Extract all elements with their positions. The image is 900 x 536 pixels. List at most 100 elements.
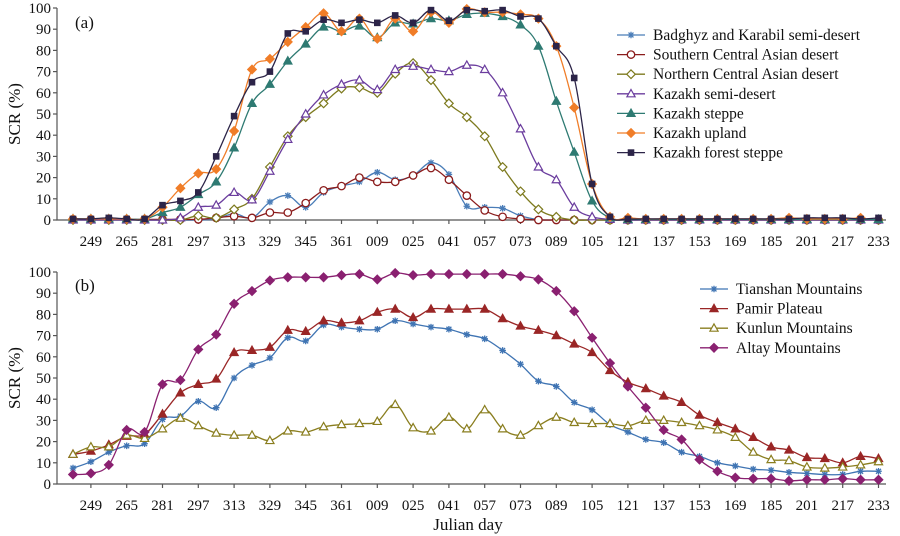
legend-entry: Southern Central Asian desert — [617, 47, 839, 64]
data-point — [356, 325, 363, 333]
data-point — [69, 215, 77, 223]
data-point — [139, 426, 150, 438]
data-point — [408, 171, 418, 180]
y-tick-label: 60 — [36, 86, 51, 102]
data-point — [461, 59, 472, 69]
data-point — [461, 303, 472, 313]
legend-entry: Kazakh upland — [617, 125, 747, 142]
data-point — [228, 125, 240, 137]
x-tick-label: 281 — [151, 498, 174, 514]
data-point — [785, 215, 793, 223]
data-point — [159, 416, 166, 423]
x-tick-label: 361 — [330, 498, 353, 514]
y-tick-label: 80 — [36, 43, 51, 59]
data-point — [85, 468, 97, 479]
data-point — [821, 471, 829, 478]
data-point — [569, 214, 580, 226]
legend-entry: Altay Mountains — [700, 340, 841, 357]
legend-label: Kunlun Mountains — [736, 320, 853, 337]
data-point — [712, 424, 723, 434]
data-point — [443, 303, 455, 313]
x-tick-label: 233 — [867, 498, 890, 514]
data-point — [857, 467, 864, 475]
data-point — [730, 472, 741, 483]
x-tick-label: 009 — [366, 234, 389, 250]
data-point — [551, 411, 562, 421]
data-point — [694, 409, 705, 419]
data-point — [300, 108, 311, 118]
data-point — [642, 215, 650, 223]
data-point — [479, 131, 490, 142]
x-tick-label: 329 — [259, 234, 282, 250]
series-kazakh-forest-steppe — [69, 6, 882, 223]
data-point — [336, 270, 347, 281]
data-point — [319, 185, 328, 195]
x-tick-label: 041 — [438, 234, 461, 250]
legend-marker — [625, 88, 637, 98]
data-point — [622, 420, 634, 430]
x-tick-label: 313 — [223, 498, 246, 514]
data-point — [247, 213, 257, 223]
data-point — [300, 272, 311, 283]
data-point — [873, 456, 884, 466]
data-point — [463, 331, 471, 338]
data-point — [803, 470, 811, 477]
data-point — [837, 473, 848, 484]
data-point — [606, 213, 614, 221]
x-tick-label: 185 — [760, 234, 783, 250]
data-point — [443, 66, 455, 76]
series-altay-mountains — [67, 267, 884, 486]
data-point — [407, 422, 419, 432]
data-point — [497, 268, 508, 280]
data-point — [479, 63, 490, 74]
data-point — [87, 215, 95, 223]
data-point — [354, 74, 365, 84]
data-point — [87, 458, 95, 466]
data-point — [570, 399, 578, 406]
data-point — [658, 424, 669, 436]
legend-label: Altay Mountains — [736, 340, 841, 357]
data-point — [694, 454, 705, 465]
data-point — [211, 373, 222, 383]
data-point — [765, 441, 777, 451]
x-tick-label: 201 — [796, 234, 819, 250]
data-point — [515, 429, 526, 439]
legend-label: Kazakh upland — [653, 125, 747, 142]
x-tick-label: 105 — [581, 234, 604, 250]
x-tick-label: 297 — [187, 498, 210, 514]
data-point — [407, 26, 419, 37]
data-point — [480, 206, 490, 215]
x-tick-label: 041 — [438, 498, 461, 514]
series-line — [72, 307, 879, 464]
data-point — [193, 210, 204, 221]
data-point — [103, 441, 114, 451]
series-line — [72, 272, 879, 482]
data-point — [193, 201, 204, 211]
data-point — [586, 347, 598, 357]
data-point — [391, 12, 399, 19]
data-point — [390, 267, 401, 279]
data-point — [586, 332, 598, 343]
data-point — [696, 215, 703, 223]
data-point — [551, 330, 562, 340]
data-point — [139, 432, 150, 443]
y-tick-label: 70 — [36, 329, 51, 345]
data-point — [318, 272, 329, 283]
data-point — [67, 448, 79, 458]
data-point — [425, 13, 437, 23]
data-point — [801, 461, 813, 471]
data-point — [516, 214, 525, 224]
data-point — [714, 459, 721, 467]
data-point — [157, 214, 168, 224]
legend-label: Southern Central Asian desert — [653, 47, 839, 64]
y-tick-label: 60 — [36, 350, 51, 366]
data-point — [211, 176, 222, 186]
data-point — [228, 142, 240, 152]
y-tick-label: 10 — [36, 192, 51, 208]
data-point — [533, 204, 544, 215]
data-point — [640, 383, 651, 393]
data-point — [372, 84, 383, 94]
data-point — [821, 214, 829, 222]
data-point — [175, 183, 186, 194]
data-point — [318, 315, 329, 325]
